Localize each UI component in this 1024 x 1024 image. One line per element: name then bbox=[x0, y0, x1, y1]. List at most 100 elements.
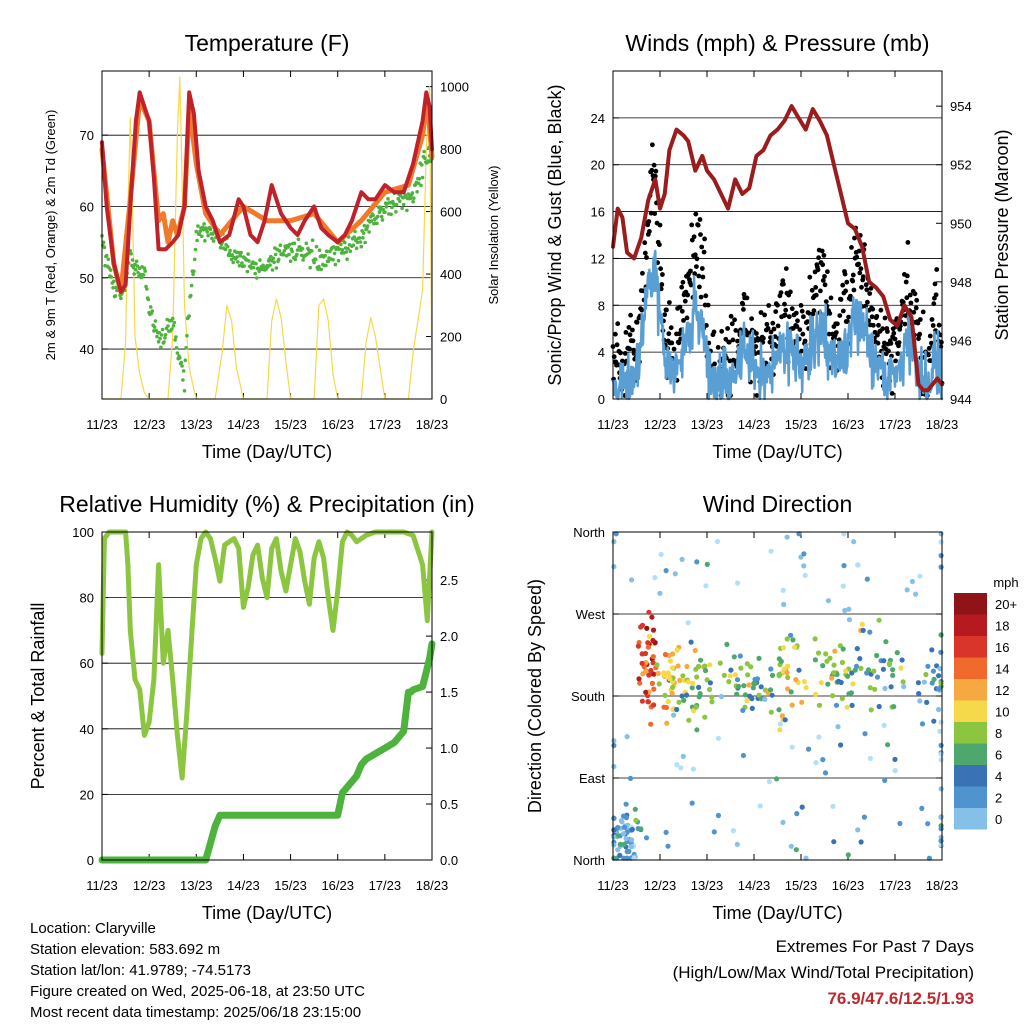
dewpoint-point bbox=[346, 246, 350, 251]
gust-point bbox=[885, 329, 890, 334]
dewpoint-point bbox=[371, 213, 375, 218]
dewpoint-point bbox=[184, 346, 188, 350]
direction-point bbox=[704, 561, 710, 568]
gust-point bbox=[859, 284, 864, 290]
y-tick-label: 40 bbox=[80, 342, 94, 357]
dewpoint-point bbox=[139, 275, 144, 280]
dewpoint-point bbox=[293, 257, 298, 262]
direction-point bbox=[774, 776, 780, 782]
dewpoint-point bbox=[141, 273, 146, 277]
dewpoint-point bbox=[343, 240, 347, 245]
precip-series bbox=[98, 640, 436, 864]
gust-point bbox=[819, 248, 825, 254]
gust-point bbox=[741, 307, 746, 312]
gust-point bbox=[682, 298, 688, 304]
gust-point bbox=[740, 301, 746, 307]
y-tick-label: 24 bbox=[591, 111, 605, 126]
dewpoint-point bbox=[380, 218, 385, 222]
gust-point bbox=[811, 308, 817, 314]
dewpoint-point bbox=[182, 389, 187, 393]
direction-point bbox=[715, 735, 722, 741]
gust-point bbox=[920, 309, 926, 315]
dewpoint-point bbox=[379, 214, 384, 219]
direction-point bbox=[675, 663, 681, 669]
gust-point bbox=[913, 305, 919, 311]
dewpoint-point bbox=[196, 224, 200, 228]
gust-point bbox=[915, 320, 921, 326]
direction-point bbox=[780, 819, 786, 826]
dewpoint-point bbox=[254, 276, 259, 280]
location-text: Location: Claryville bbox=[30, 920, 156, 937]
direction-point bbox=[813, 691, 819, 698]
legend-label: 10 bbox=[995, 705, 1009, 720]
direction-point bbox=[621, 831, 627, 837]
legend-label: 16 bbox=[995, 640, 1009, 655]
gust-point bbox=[729, 321, 735, 327]
dewpoint-point bbox=[416, 181, 421, 185]
dewpoint-point bbox=[200, 234, 204, 239]
y2-tick-label: 0 bbox=[440, 392, 447, 407]
dewpoint-point bbox=[378, 208, 382, 213]
dewpoint-point bbox=[171, 324, 176, 328]
direction-point bbox=[776, 672, 782, 678]
gust-point bbox=[712, 361, 717, 367]
dewpoint-point bbox=[419, 183, 423, 188]
direction-point bbox=[707, 680, 714, 686]
direction-point bbox=[717, 660, 723, 666]
gust-point bbox=[889, 391, 895, 396]
gust-point bbox=[694, 256, 700, 262]
direction-point bbox=[938, 680, 944, 686]
dewpoint-point bbox=[153, 319, 158, 323]
dewpoint-point bbox=[240, 261, 244, 265]
direction-point bbox=[721, 672, 727, 678]
dewpoint-point bbox=[203, 238, 207, 243]
legend-label: 4 bbox=[995, 769, 1002, 784]
direction-point bbox=[871, 668, 877, 674]
direction-point bbox=[768, 709, 774, 715]
direction-point bbox=[745, 672, 751, 678]
y-tick-label: 20 bbox=[80, 787, 94, 802]
direction-point bbox=[785, 686, 791, 692]
gust-point bbox=[631, 351, 637, 356]
legend-label: 8 bbox=[995, 726, 1002, 741]
gust-point bbox=[677, 331, 682, 337]
direction-point bbox=[815, 650, 822, 656]
direction-point bbox=[904, 587, 910, 593]
legend-label: 2 bbox=[995, 791, 1002, 806]
dewpoint-point bbox=[218, 245, 223, 250]
x-tick-label: 14/23 bbox=[227, 878, 260, 893]
direction-point bbox=[754, 676, 761, 682]
direction-point bbox=[901, 684, 907, 690]
direction-point bbox=[672, 571, 678, 577]
direction-point bbox=[690, 680, 696, 687]
gust-point bbox=[696, 273, 702, 279]
gust-point bbox=[630, 327, 635, 333]
dewpoint-point bbox=[192, 257, 197, 262]
legend-swatch bbox=[954, 636, 987, 658]
direction-point bbox=[938, 719, 944, 725]
direction-point bbox=[816, 734, 822, 740]
direction-point bbox=[803, 685, 809, 691]
y2-tick-label: 1000 bbox=[440, 80, 469, 95]
dewpoint-point bbox=[156, 340, 161, 344]
y2-tick-label: 600 bbox=[440, 205, 462, 220]
gust-point bbox=[700, 274, 706, 280]
dewpoint-point bbox=[246, 252, 250, 256]
dewpoint-point bbox=[174, 346, 179, 350]
direction-point bbox=[709, 699, 715, 705]
direction-point bbox=[611, 738, 617, 744]
dewpoint-point bbox=[192, 269, 196, 274]
gust-point bbox=[813, 285, 819, 290]
dewpoint-point bbox=[195, 238, 199, 243]
y2-tick-label: 1.0 bbox=[440, 741, 458, 756]
dewpoint-point bbox=[288, 259, 293, 264]
dewpoint-point bbox=[405, 208, 409, 213]
gust-point bbox=[699, 244, 705, 250]
direction-point bbox=[883, 639, 889, 645]
gust-point bbox=[914, 297, 920, 303]
y2-tick-label: 400 bbox=[440, 267, 462, 282]
dewpoint-point bbox=[310, 238, 315, 242]
gust-point bbox=[934, 267, 940, 272]
x-axis-label-4: Time (Day/UTC) bbox=[712, 903, 842, 923]
direction-point bbox=[638, 826, 644, 832]
